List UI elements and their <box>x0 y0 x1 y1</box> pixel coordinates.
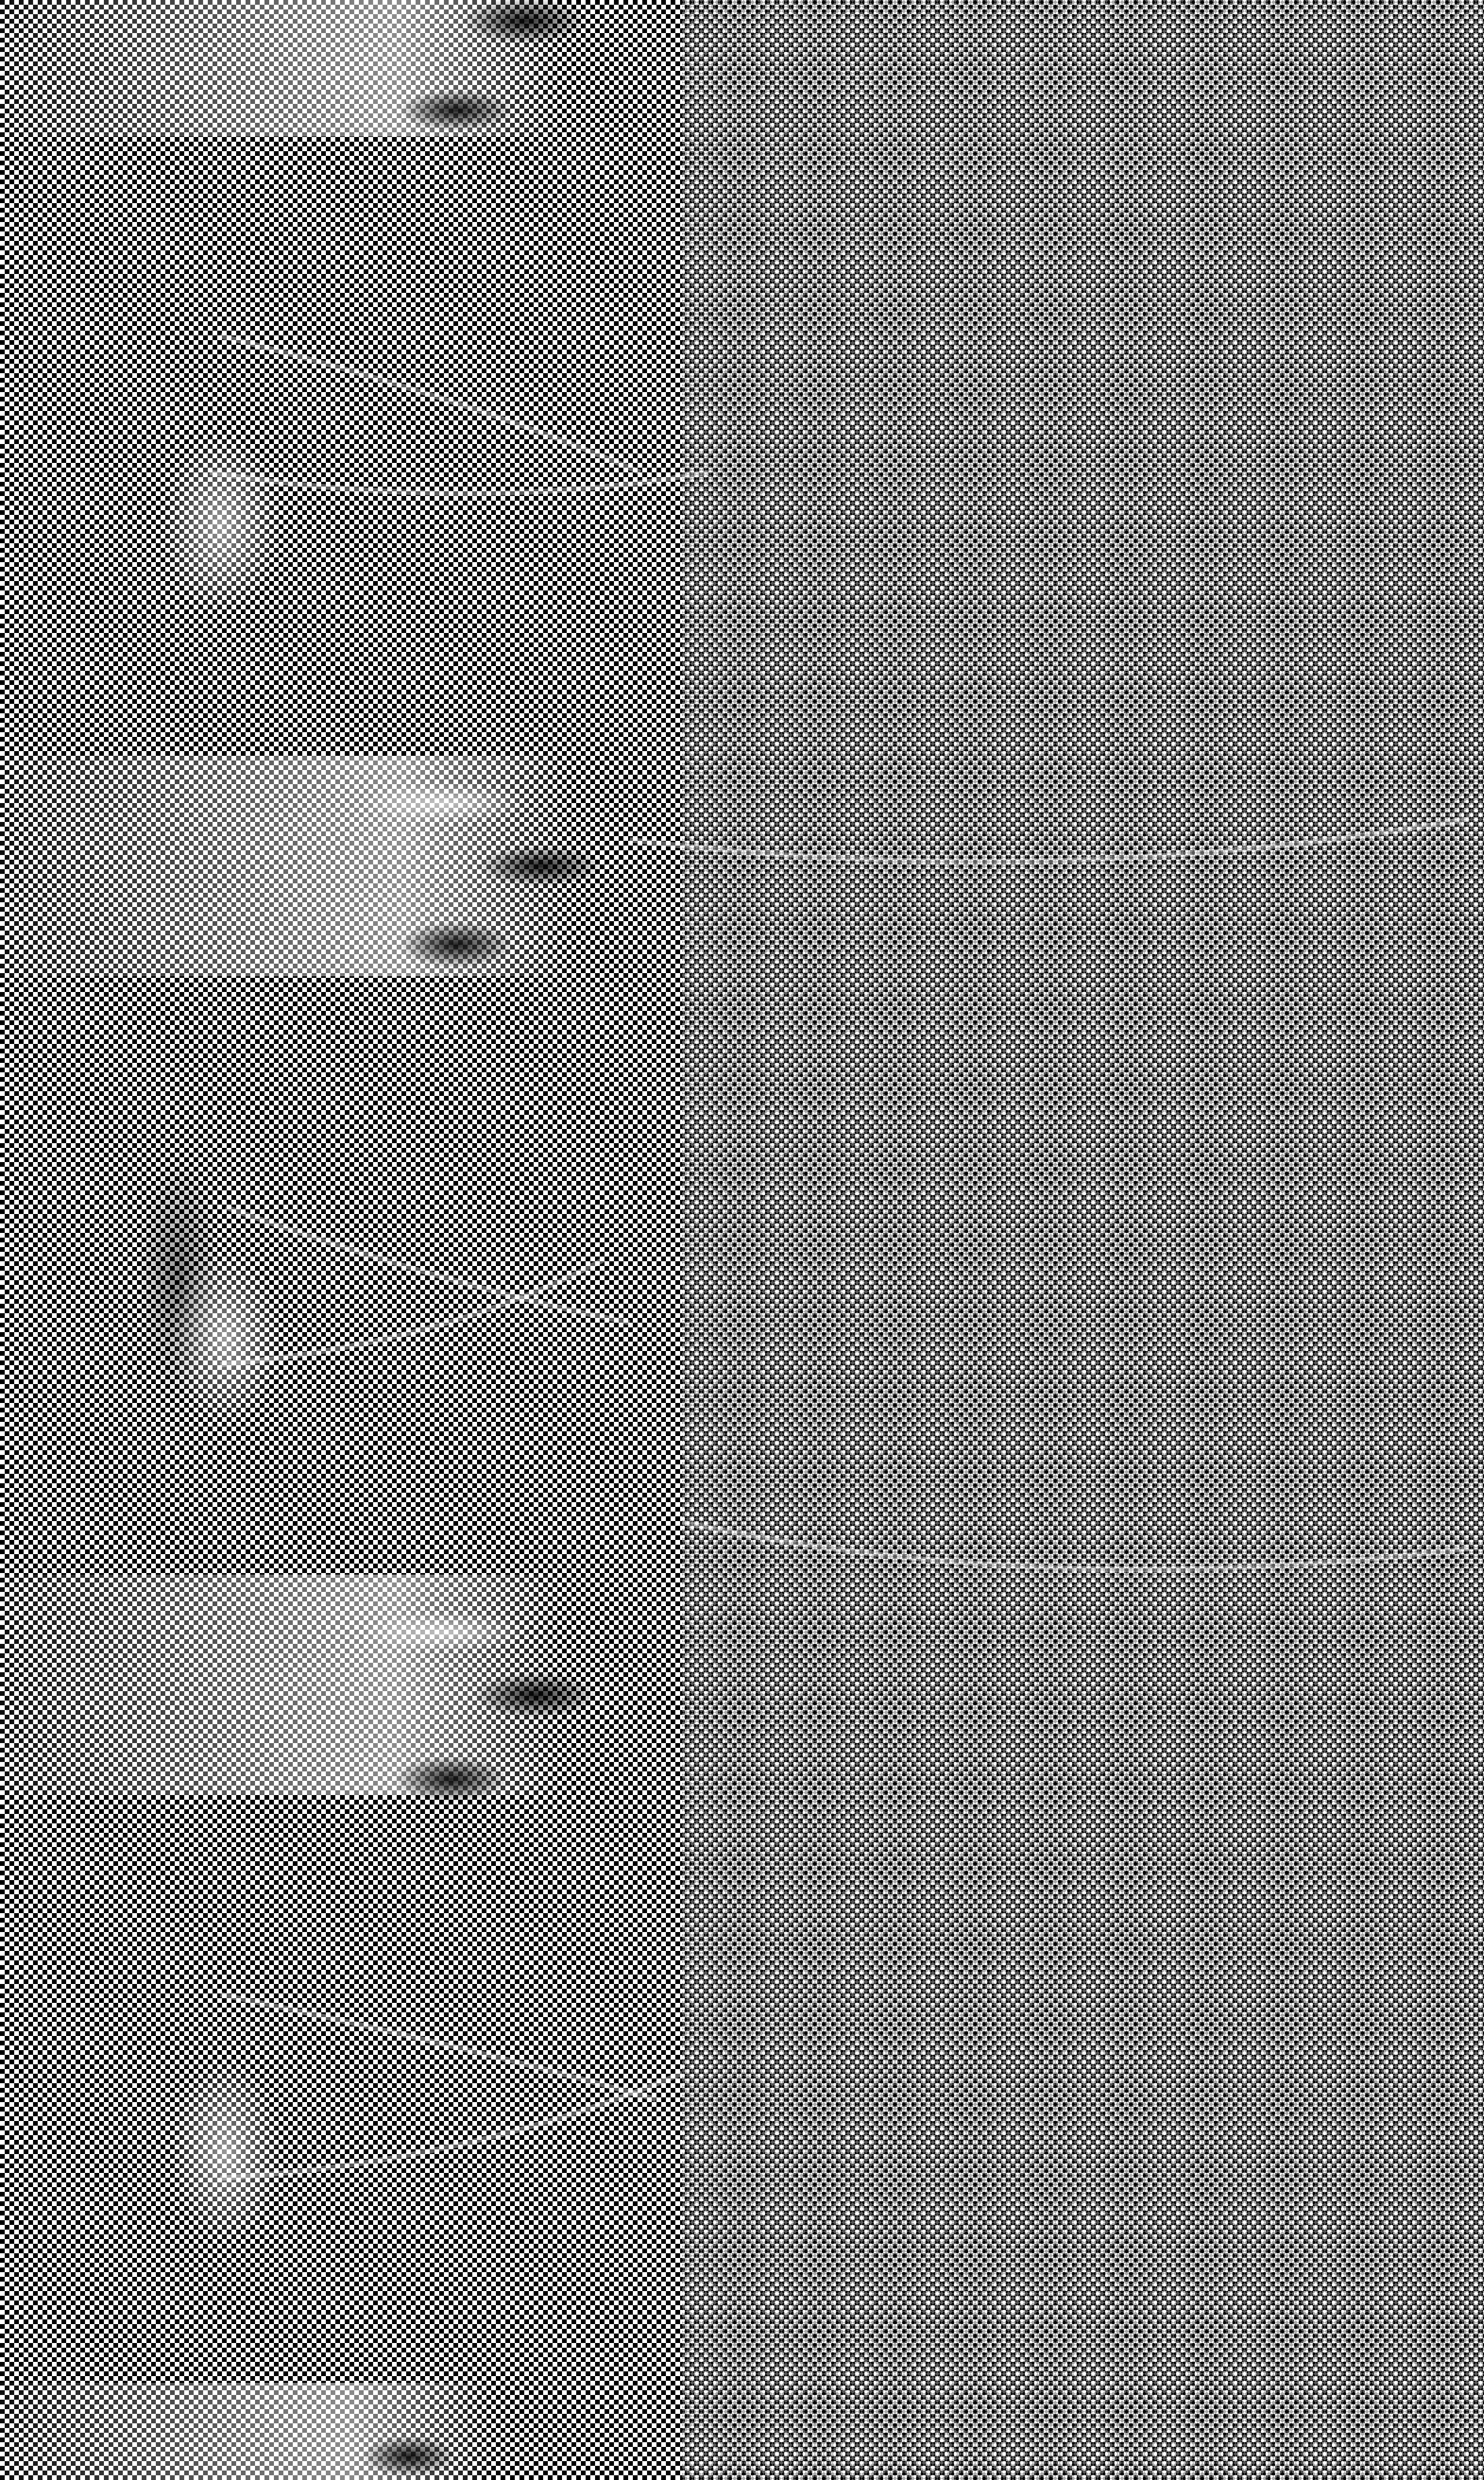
light-region <box>362 1611 530 1653</box>
light-region <box>362 782 530 824</box>
dark-spot <box>472 1672 598 1719</box>
dark-spot <box>399 89 514 131</box>
dark-spot <box>399 921 514 968</box>
light-region <box>168 2057 283 2246</box>
halftone-image <box>0 0 1484 2480</box>
light-region <box>157 430 283 619</box>
dark-spot <box>394 1756 509 1803</box>
light-region <box>168 1249 283 1428</box>
dark-spot <box>362 2435 457 2477</box>
page: {} html, body { margin: 0; padding: 0; w… <box>0 0 1484 2480</box>
dark-spot <box>478 845 603 887</box>
texture-overlay <box>682 0 1484 2480</box>
page-body: (() => { const data = JSON.parse(documen… <box>0 0 1484 2480</box>
